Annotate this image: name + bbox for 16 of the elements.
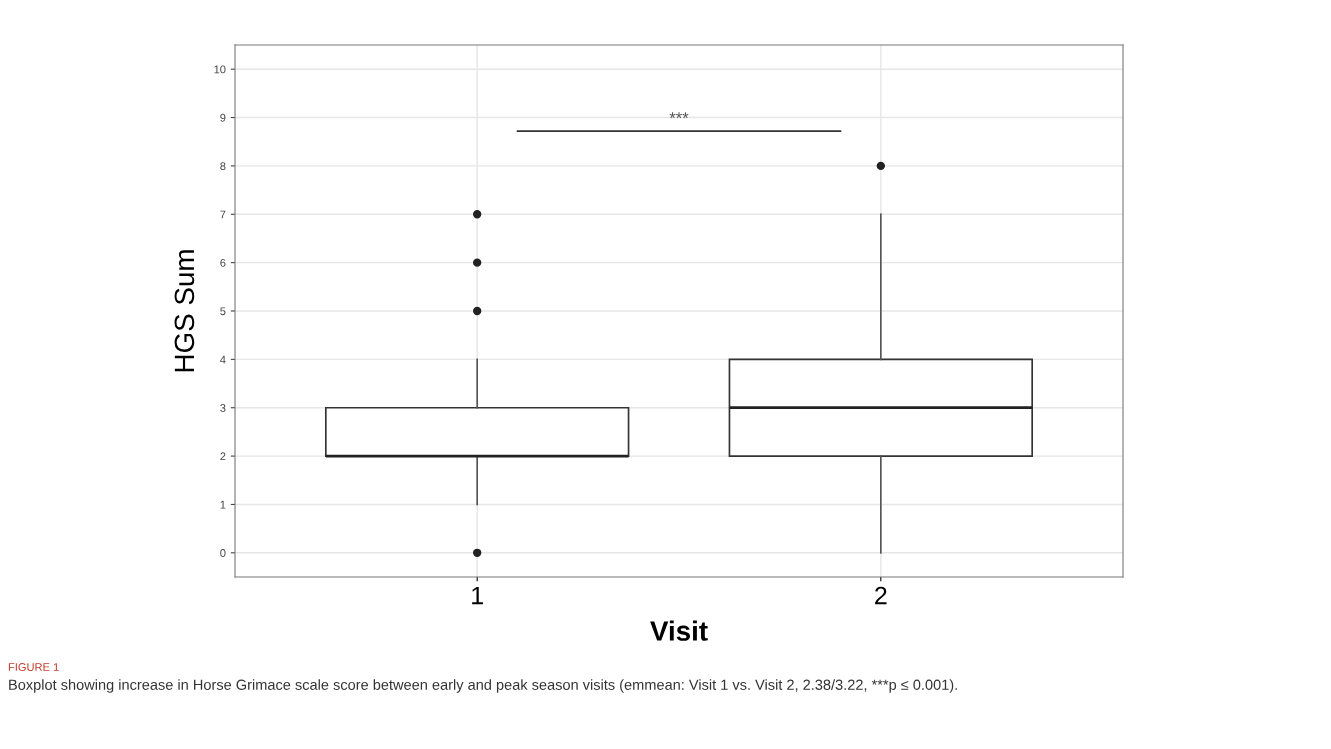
x-axis-title: Visit: [650, 620, 708, 641]
y-tick-label: 8: [220, 162, 226, 171]
y-tick-label: 3: [220, 403, 226, 412]
caption: FIGURE 1: [8, 663, 59, 671]
y-tick-label: 7: [220, 210, 226, 219]
y-tick-label: 9: [220, 113, 226, 122]
y-tick-label: 5: [220, 307, 226, 316]
y-axis-title: HGS Sum: [174, 250, 195, 372]
y-tick-label: 1: [220, 500, 226, 509]
annotation: ***: [669, 112, 689, 119]
text: Boxplot showing increase in Horse Grimace scale score between early and peak season visits (emmean: Visit 1 vs. Visit 2, 2.38/3.22, ***p ≤ 0.001).: [9, 679, 957, 693]
y-tick-label: 10: [214, 65, 226, 74]
y-tick-label: 4: [220, 355, 226, 364]
y-tick-label: 2: [220, 452, 226, 461]
y-tick-label: 0: [220, 549, 226, 557]
y-tick-label: 6: [220, 258, 226, 267]
